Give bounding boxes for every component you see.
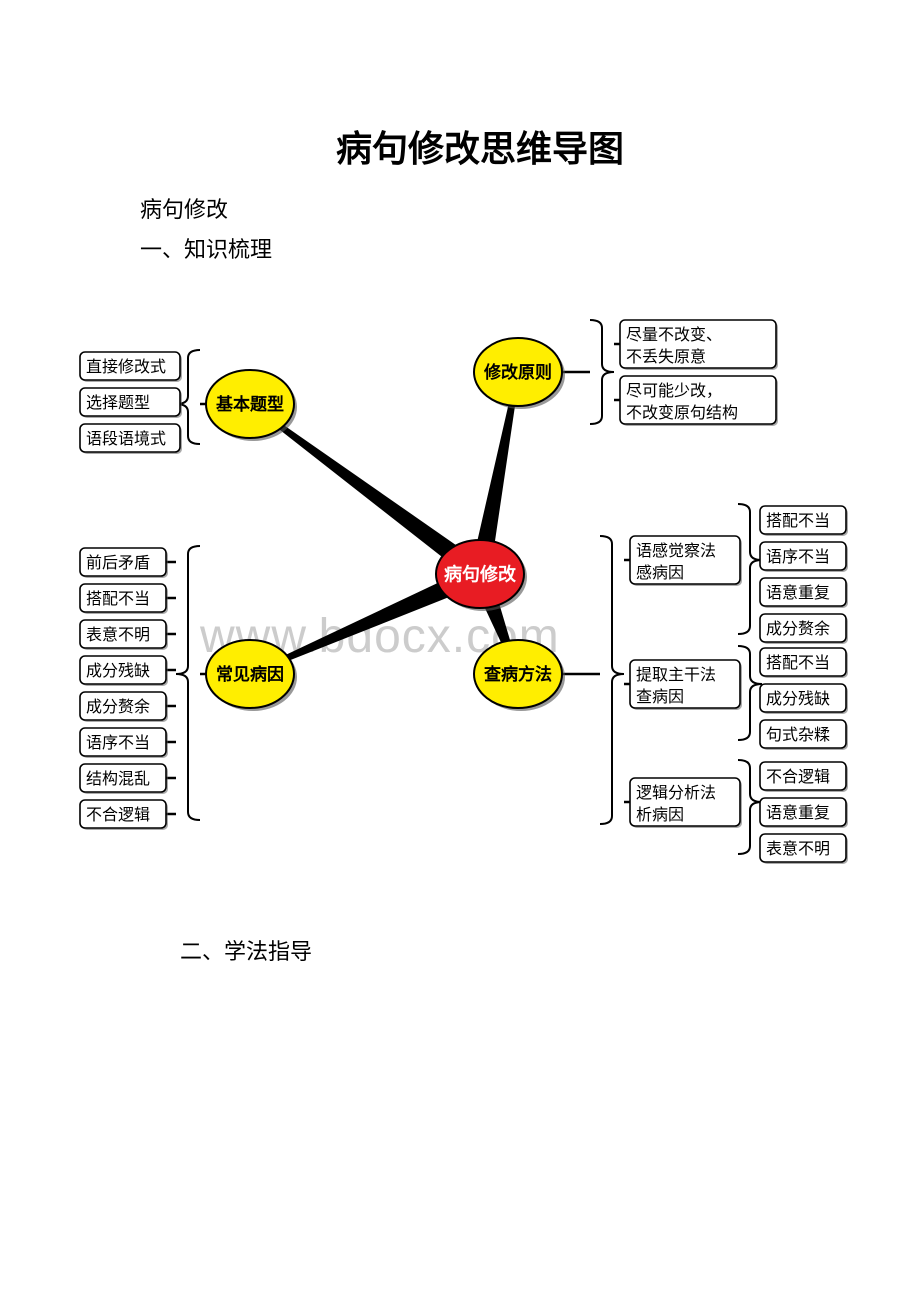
svg-text:不改变原句结构: 不改变原句结构: [626, 404, 738, 422]
mindmap-svg: 病句修改 基本题型 直接修改式选择题型语段语境式 修改原则 尽量不改变、不丢失原意尽可能…: [60, 284, 860, 904]
svg-text:语意重复: 语意重复: [766, 803, 830, 822]
svg-text:语意重复: 语意重复: [766, 583, 830, 602]
svg-text:语段语境式: 语段语境式: [86, 429, 166, 448]
svg-text:搭配不当: 搭配不当: [86, 590, 150, 608]
svg-text:常见病因: 常见病因: [216, 664, 284, 684]
mindmap-diagram: www.bdocx.com 病句修改基本题型直接修改式选择题型语段语境式修改原则…: [60, 284, 860, 904]
svg-text:表意不明: 表意不明: [86, 625, 150, 644]
svg-text:句式杂糅: 句式杂糅: [766, 726, 830, 744]
page-title: 病句修改思维导图: [140, 120, 820, 172]
svg-text:逻辑分析法: 逻辑分析法: [636, 784, 716, 802]
svg-text:成分赘余: 成分赘余: [766, 619, 830, 638]
svg-text:搭配不当: 搭配不当: [766, 512, 830, 530]
svg-text:成分残缺: 成分残缺: [86, 662, 150, 680]
svg-text:修改原则: 修改原则: [483, 362, 552, 382]
svg-text:前后矛盾: 前后矛盾: [86, 554, 150, 572]
svg-text:选择题型: 选择题型: [86, 394, 150, 412]
svg-text:不丢失原意: 不丢失原意: [626, 347, 706, 366]
svg-text:提取主干法: 提取主干法: [636, 666, 716, 684]
svg-text:病句修改: 病句修改: [444, 563, 517, 584]
svg-text:不合逻辑: 不合逻辑: [86, 806, 150, 824]
section-2-heading: 二、学法指导: [180, 934, 820, 966]
svg-text:不合逻辑: 不合逻辑: [766, 768, 830, 786]
svg-text:尽可能少改，: 尽可能少改，: [626, 382, 722, 400]
svg-text:成分赘余: 成分赘余: [86, 697, 150, 716]
svg-text:查病方法: 查病方法: [483, 664, 552, 684]
svg-text:基本题型: 基本题型: [215, 394, 284, 414]
svg-text:尽量不改变、: 尽量不改变、: [626, 326, 722, 344]
svg-text:语序不当: 语序不当: [86, 734, 150, 752]
svg-text:语感觉察法: 语感觉察法: [636, 542, 716, 560]
subtitle: 病句修改: [140, 192, 820, 224]
svg-text:语序不当: 语序不当: [766, 548, 830, 566]
svg-text:直接修改式: 直接修改式: [86, 358, 166, 376]
svg-text:表意不明: 表意不明: [766, 839, 830, 858]
svg-text:结构混乱: 结构混乱: [86, 770, 150, 788]
svg-text:感病因: 感病因: [636, 564, 684, 582]
svg-text:成分残缺: 成分残缺: [766, 690, 830, 708]
svg-text:搭配不当: 搭配不当: [766, 654, 830, 672]
svg-text:析病因: 析病因: [636, 806, 684, 824]
section-1-heading: 一、知识梳理: [140, 232, 820, 264]
svg-text:查病因: 查病因: [636, 688, 684, 706]
